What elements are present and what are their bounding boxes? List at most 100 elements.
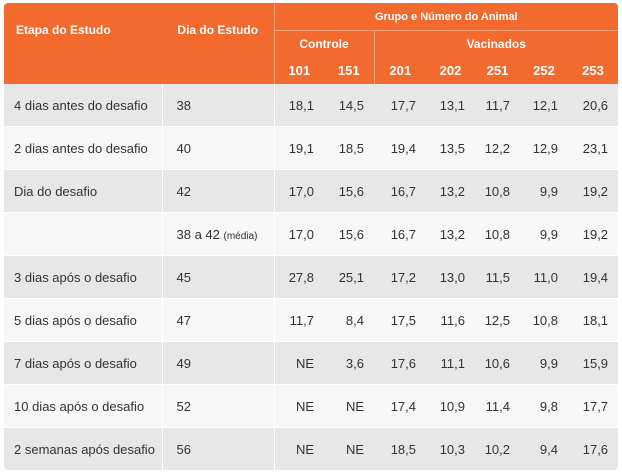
- cell-value-animal-253: 18,1: [568, 298, 618, 342]
- cell-value-animal-151: 15,6: [324, 212, 374, 256]
- cell-value-animal-101: 27,8: [273, 255, 324, 299]
- cell-value-animal-202: 10,9: [426, 384, 475, 428]
- cell-value-animal-101: NE: [273, 427, 324, 470]
- day-value: 38 a 42: [176, 226, 220, 242]
- cell-value-animal-101: 17,0: [273, 212, 324, 256]
- table-row: Dia do desafio 42 17,0 15,6 16,7 13,2 10,8 9,9 1…: [4, 169, 618, 213]
- cell-value-animal-151: 14,5: [324, 84, 374, 127]
- cell-value-animal-101: 18,1: [273, 84, 324, 127]
- cell-value-animal-101: NE: [273, 384, 324, 428]
- cell-stage: 2 semanas após desafio: [4, 427, 162, 470]
- cell-value-animal-252: 12,1: [520, 84, 568, 127]
- table-row: 10 dias após o desafio 52 NE NE 17,4 10,9 11,4…: [4, 384, 618, 428]
- table-row: 2 dias antes do desafio 40 19,1 18,5 19,4 13,…: [4, 126, 618, 170]
- cell-value-animal-101: 17,0: [273, 169, 324, 213]
- cell-value-animal-251: 12,2: [475, 126, 520, 170]
- day-value: 42: [176, 183, 191, 199]
- cell-day: 45: [161, 255, 274, 299]
- header-animal-201: 201: [373, 57, 426, 84]
- cell-value-animal-252: 9,4: [520, 427, 568, 470]
- day-value: 38: [176, 97, 191, 113]
- cell-value-animal-201: 18,5: [374, 427, 426, 470]
- header-vaccinated: Vacinados: [373, 30, 618, 57]
- cell-stage: 3 dias após o desafio: [4, 255, 162, 299]
- cell-value-animal-252: 12,9: [520, 126, 568, 170]
- cell-day: 56: [161, 427, 274, 470]
- stage-label: 10 dias após o desafio: [14, 398, 145, 414]
- cell-value-animal-202: 13,2: [426, 212, 475, 256]
- cell-stage: 5 dias após o desafio: [4, 298, 162, 342]
- stage-label: 5 dias após o desafio: [14, 312, 137, 328]
- stage-label: 7 dias após o desafio: [14, 355, 137, 371]
- day-value: 52: [176, 398, 191, 414]
- header-blank-stage: [4, 57, 162, 84]
- stage-label: 4 dias antes do desafio: [14, 97, 148, 113]
- cell-day: 52: [161, 384, 274, 428]
- cell-value-animal-202: 13,1: [426, 84, 475, 127]
- cell-value-animal-201: 17,2: [374, 255, 426, 299]
- cell-value-animal-253: 17,6: [568, 427, 618, 470]
- cell-value-animal-251: 12,5: [475, 298, 520, 342]
- cell-value-animal-201: 16,7: [374, 212, 426, 256]
- header-animal-253: 253: [568, 57, 618, 84]
- cell-value-animal-151: 3,6: [324, 341, 374, 385]
- cell-value-animal-202: 11,6: [426, 298, 475, 342]
- header-animal-251: 251: [475, 57, 520, 84]
- day-value: 45: [176, 269, 191, 285]
- cell-day: 47: [161, 298, 274, 342]
- cell-day: 40: [161, 126, 274, 170]
- cell-value-animal-253: 20,6: [568, 84, 618, 127]
- cell-value-animal-151: 15,6: [324, 169, 374, 213]
- table-row: 38 a 42 (média) 17,0 15,6 16,7 13,2 10,8 9,9 19…: [4, 212, 618, 256]
- cell-value-animal-151: NE: [324, 384, 374, 428]
- data-table-container: Etapa do Estudo Dia do Estudo Grupo e Nú…: [4, 3, 618, 470]
- cell-stage: Dia do desafio: [4, 169, 162, 213]
- cell-value-animal-251: 10,2: [475, 427, 520, 470]
- stage-label: 2 dias antes do desafio: [14, 140, 148, 156]
- table-row: 2 semanas após desafio 56 NE NE 18,5 10,3 10,2…: [4, 427, 618, 470]
- cell-value-animal-151: NE: [324, 427, 374, 470]
- cell-value-animal-201: 17,7: [374, 84, 426, 127]
- cell-value-animal-202: 13,5: [426, 126, 475, 170]
- cell-stage: 4 dias antes do desafio: [4, 84, 162, 127]
- cell-value-animal-252: 10,8: [520, 298, 568, 342]
- header-day: Dia do Estudo: [162, 3, 274, 57]
- cell-value-animal-253: 17,7: [568, 384, 618, 428]
- day-value: 47: [176, 312, 191, 328]
- header-animal-202: 202: [426, 57, 475, 84]
- day-value: 56: [176, 441, 191, 457]
- cell-value-animal-253: 15,9: [568, 341, 618, 385]
- cell-value-animal-201: 17,6: [374, 341, 426, 385]
- cell-value-animal-201: 17,5: [374, 298, 426, 342]
- table-row: 5 dias após o desafio 47 11,7 8,4 17,5 11,6 12…: [4, 298, 618, 342]
- header-control: Controle: [273, 30, 374, 57]
- cell-value-animal-201: 17,4: [374, 384, 426, 428]
- cell-value-animal-252: 9,9: [520, 212, 568, 256]
- header-animal-252: 252: [520, 57, 568, 84]
- day-value: 49: [176, 355, 191, 371]
- cell-value-animal-252: 9,9: [520, 169, 568, 213]
- animal-data-table: Etapa do Estudo Dia do Estudo Grupo e Nú…: [4, 3, 618, 470]
- header-stage: Etapa do Estudo: [4, 3, 162, 57]
- cell-day: 42: [161, 169, 274, 213]
- cell-value-animal-202: 10,3: [426, 427, 475, 470]
- table-body: 4 dias antes do desafio 38 18,1 14,5 17,7 13,…: [4, 84, 618, 470]
- header-group-title: Grupo e Número do Animal: [273, 3, 618, 31]
- cell-stage: 2 dias antes do desafio: [4, 126, 162, 170]
- cell-value-animal-253: 23,1: [568, 126, 618, 170]
- cell-value-animal-251: 11,5: [475, 255, 520, 299]
- cell-value-animal-253: 19,4: [568, 255, 618, 299]
- header-animal-101: 101: [273, 57, 324, 84]
- cell-value-animal-151: 25,1: [324, 255, 374, 299]
- cell-day: 38: [161, 84, 274, 127]
- cell-value-animal-201: 19,4: [374, 126, 426, 170]
- cell-value-animal-101: 11,7: [273, 298, 324, 342]
- cell-value-animal-202: 13,2: [426, 169, 475, 213]
- cell-stage: [4, 212, 162, 256]
- table-row: 4 dias antes do desafio 38 18,1 14,5 17,7 13,…: [4, 84, 618, 127]
- cell-day: 38 a 42 (média): [161, 212, 274, 256]
- table-row: 3 dias após o desafio 45 27,8 25,1 17,2 13,0 1…: [4, 255, 618, 299]
- cell-value-animal-151: 8,4: [324, 298, 374, 342]
- day-note: (média): [223, 230, 258, 242]
- cell-value-animal-101: 19,1: [273, 126, 324, 170]
